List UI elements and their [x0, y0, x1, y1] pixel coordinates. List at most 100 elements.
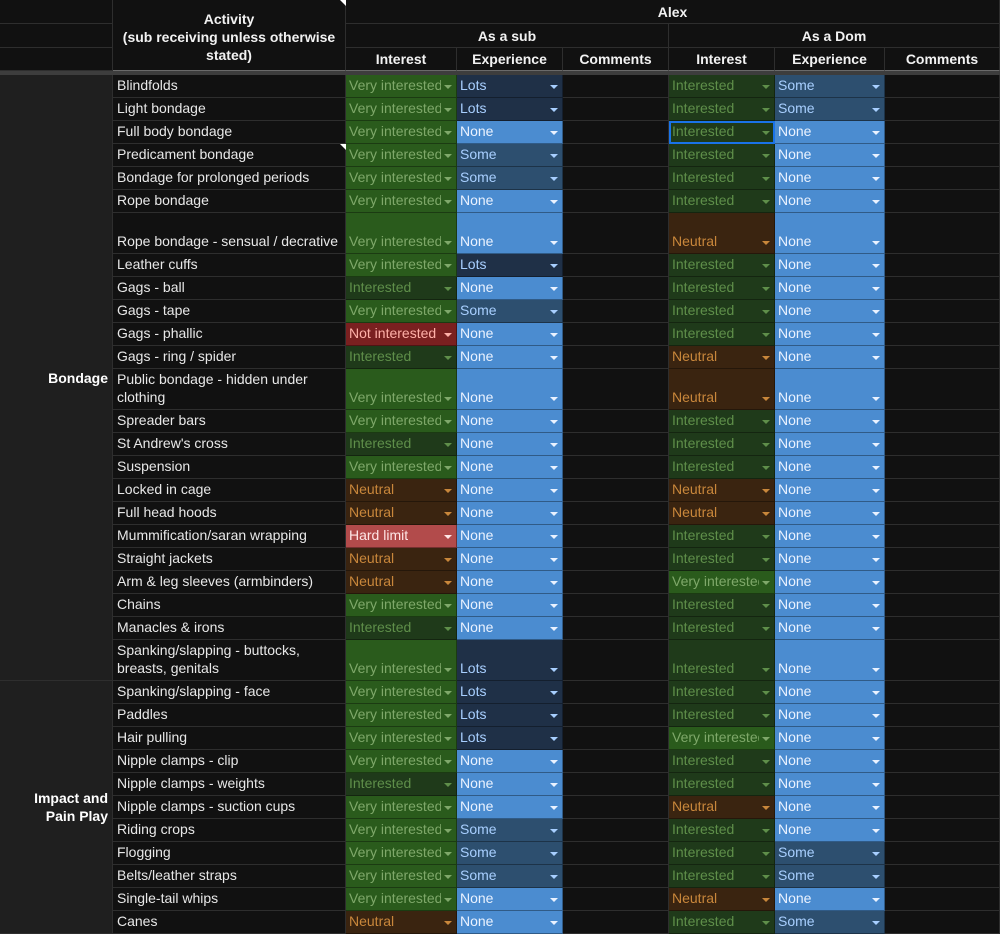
activity-cell[interactable]: Canes — [113, 911, 346, 934]
dropdown-arrow-icon[interactable] — [872, 535, 880, 539]
sub-experience-select[interactable]: None — [457, 323, 563, 346]
dom-interest-select[interactable]: Interested — [669, 144, 775, 167]
dropdown-arrow-icon[interactable] — [762, 420, 770, 424]
dropdown-arrow-icon[interactable] — [550, 852, 558, 856]
dropdown-arrow-icon[interactable] — [550, 783, 558, 787]
sub-comments-cell[interactable] — [563, 594, 669, 617]
dropdown-arrow-icon[interactable] — [550, 829, 558, 833]
dropdown-arrow-icon[interactable] — [762, 489, 770, 493]
dom-experience-select[interactable]: None — [775, 369, 885, 410]
sub-comments-cell[interactable] — [563, 548, 669, 571]
dropdown-arrow-icon[interactable] — [872, 737, 880, 741]
dropdown-arrow-icon[interactable] — [444, 852, 452, 856]
dropdown-arrow-icon[interactable] — [872, 177, 880, 181]
dropdown-arrow-icon[interactable] — [762, 333, 770, 337]
dom-experience-select[interactable]: None — [775, 121, 885, 144]
dom-interest-select[interactable]: Interested — [669, 704, 775, 727]
dropdown-arrow-icon[interactable] — [444, 264, 452, 268]
sub-comments-cell[interactable] — [563, 502, 669, 525]
dropdown-arrow-icon[interactable] — [872, 558, 880, 562]
sub-interest-select[interactable]: Not interested — [346, 323, 457, 346]
dropdown-arrow-icon[interactable] — [444, 783, 452, 787]
sub-experience-select[interactable]: None — [457, 548, 563, 571]
dropdown-arrow-icon[interactable] — [872, 287, 880, 291]
sub-comments-cell[interactable] — [563, 144, 669, 167]
dom-experience-select[interactable]: None — [775, 167, 885, 190]
sub-experience-select[interactable]: Lots — [457, 254, 563, 277]
sub-comments-cell[interactable] — [563, 888, 669, 911]
sub-experience-select[interactable]: None — [457, 121, 563, 144]
dom-comments-cell[interactable] — [885, 144, 1000, 167]
dom-interest-select[interactable]: Interested — [669, 842, 775, 865]
dom-experience-select[interactable]: Some — [775, 98, 885, 121]
sub-comments-cell[interactable] — [563, 617, 669, 640]
dropdown-arrow-icon[interactable] — [872, 668, 880, 672]
sub-comments-cell[interactable] — [563, 479, 669, 502]
activity-cell[interactable]: Paddles — [113, 704, 346, 727]
dropdown-arrow-icon[interactable] — [550, 264, 558, 268]
dom-experience-select[interactable]: Some — [775, 911, 885, 934]
dropdown-arrow-icon[interactable] — [872, 443, 880, 447]
activity-cell[interactable]: Bondage for prolonged periods — [113, 167, 346, 190]
dropdown-arrow-icon[interactable] — [550, 875, 558, 879]
dom-comments-cell[interactable] — [885, 346, 1000, 369]
dropdown-arrow-icon[interactable] — [444, 443, 452, 447]
activity-cell[interactable]: St Andrew's cross — [113, 433, 346, 456]
dropdown-arrow-icon[interactable] — [550, 131, 558, 135]
dom-interest-select[interactable]: Interested — [669, 277, 775, 300]
dom-experience-select[interactable]: None — [775, 548, 885, 571]
dropdown-arrow-icon[interactable] — [762, 604, 770, 608]
dom-comments-cell[interactable] — [885, 479, 1000, 502]
dropdown-arrow-icon[interactable] — [762, 108, 770, 112]
dropdown-arrow-icon[interactable] — [550, 760, 558, 764]
sub-comments-cell[interactable] — [563, 277, 669, 300]
sub-interest-select[interactable]: Neutral — [346, 911, 457, 934]
dom-comments-cell[interactable] — [885, 640, 1000, 681]
sub-comments-cell[interactable] — [563, 121, 669, 144]
dom-interest-select[interactable]: Very interested — [669, 727, 775, 750]
sub-interest-select[interactable]: Neutral — [346, 548, 457, 571]
activity-cell[interactable]: Spreader bars — [113, 410, 346, 433]
dom-experience-select[interactable]: None — [775, 888, 885, 911]
dom-interest-select[interactable]: Interested — [669, 681, 775, 704]
dropdown-arrow-icon[interactable] — [550, 466, 558, 470]
dropdown-arrow-icon[interactable] — [444, 760, 452, 764]
dropdown-arrow-icon[interactable] — [872, 627, 880, 631]
activity-cell[interactable]: Leather cuffs — [113, 254, 346, 277]
sub-interest-select[interactable]: Very interested — [346, 865, 457, 888]
sub-experience-select[interactable]: Lots — [457, 640, 563, 681]
sub-interest-select[interactable]: Interested — [346, 617, 457, 640]
dom-interest-select[interactable]: Interested — [669, 190, 775, 213]
dropdown-arrow-icon[interactable] — [550, 737, 558, 741]
dom-experience-select[interactable]: None — [775, 640, 885, 681]
dropdown-arrow-icon[interactable] — [762, 85, 770, 89]
dropdown-arrow-icon[interactable] — [872, 200, 880, 204]
sub-experience-select[interactable]: None — [457, 502, 563, 525]
dropdown-arrow-icon[interactable] — [550, 333, 558, 337]
sub-interest-select[interactable]: Very interested — [346, 213, 457, 254]
sub-comments-cell[interactable] — [563, 571, 669, 594]
sub-comments-cell[interactable] — [563, 819, 669, 842]
sub-experience-select[interactable]: Some — [457, 300, 563, 323]
sub-experience-select[interactable]: None — [457, 277, 563, 300]
dom-experience-select[interactable]: None — [775, 704, 885, 727]
dom-experience-select[interactable]: None — [775, 144, 885, 167]
sub-interest-select[interactable]: Very interested — [346, 121, 457, 144]
sub-comments-cell[interactable] — [563, 75, 669, 98]
dropdown-arrow-icon[interactable] — [872, 108, 880, 112]
dom-interest-select[interactable]: Interested — [669, 525, 775, 548]
dropdown-arrow-icon[interactable] — [550, 898, 558, 902]
dropdown-arrow-icon[interactable] — [550, 310, 558, 314]
frozen-row-divider[interactable] — [0, 71, 1000, 75]
sub-interest-select[interactable]: Very interested — [346, 704, 457, 727]
dom-experience-select[interactable]: None — [775, 346, 885, 369]
activity-cell[interactable]: Straight jackets — [113, 548, 346, 571]
sub-interest-select[interactable]: Very interested — [346, 98, 457, 121]
dropdown-arrow-icon[interactable] — [444, 287, 452, 291]
dropdown-arrow-icon[interactable] — [872, 898, 880, 902]
dom-interest-select[interactable]: Interested — [669, 98, 775, 121]
dropdown-arrow-icon[interactable] — [444, 806, 452, 810]
dropdown-arrow-icon[interactable] — [444, 921, 452, 925]
dropdown-arrow-icon[interactable] — [550, 581, 558, 585]
sub-comments-cell[interactable] — [563, 433, 669, 456]
